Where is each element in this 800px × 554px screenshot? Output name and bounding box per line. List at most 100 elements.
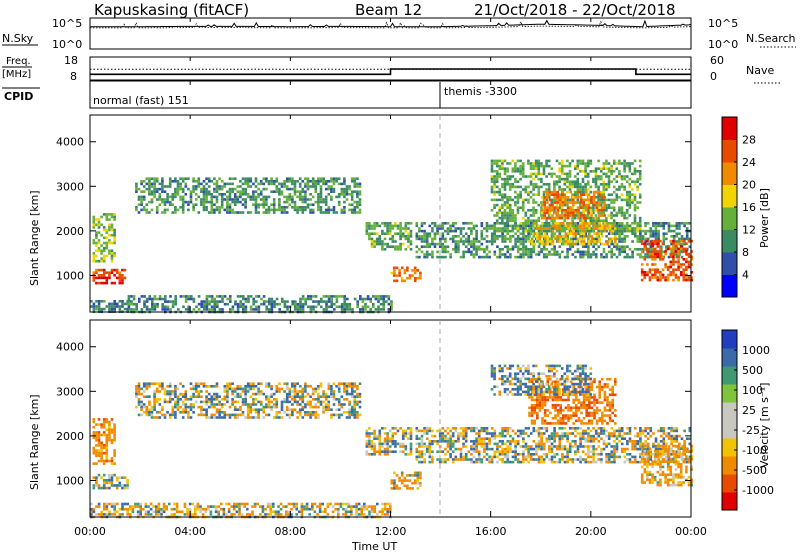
power-cells-cell xyxy=(639,253,642,256)
power-cells-cell xyxy=(498,167,502,170)
power-cells-cell xyxy=(508,175,512,178)
power-cells-cell xyxy=(470,240,473,243)
power-cells-cell xyxy=(381,229,384,233)
power-cells-cell xyxy=(382,297,385,301)
power-cells-cell xyxy=(564,235,568,238)
vel-cells-cell xyxy=(102,481,106,485)
vel-cells-cell xyxy=(90,510,93,514)
power-cells-cell xyxy=(346,302,349,306)
power-cells-cell xyxy=(228,206,232,209)
power-cells-cell xyxy=(145,305,149,309)
power-cells-cell xyxy=(648,255,652,258)
power-cells-cell xyxy=(457,227,460,230)
power-cells-cell xyxy=(365,227,369,230)
power-cells-cell xyxy=(301,305,305,309)
power-cells-cell xyxy=(359,297,362,301)
power-cells-cell xyxy=(606,240,609,243)
vel-cells-cell xyxy=(92,507,96,511)
vel-cells-cell xyxy=(317,395,320,398)
power-cells-cell xyxy=(536,240,539,243)
vel-cells-cell xyxy=(342,502,345,506)
power-cells-cell xyxy=(562,242,565,246)
power-cells-cell xyxy=(501,164,504,168)
power-cells-cell xyxy=(586,180,590,183)
power-cells-cell xyxy=(202,185,206,188)
power-cells-cell xyxy=(547,164,551,168)
vel-cells-cell xyxy=(162,502,166,506)
vel-cells-cell xyxy=(231,387,234,391)
power-cells-cell xyxy=(674,273,678,277)
power-cells-cell xyxy=(275,190,279,193)
power-cells-cell xyxy=(493,237,497,241)
power-cells-cell xyxy=(361,297,365,301)
vel-cells-cell xyxy=(401,434,405,438)
power-cells-cell xyxy=(110,257,114,260)
vel-cells-cell xyxy=(207,398,211,401)
power-cells-cell xyxy=(373,240,376,243)
power-cells-cell xyxy=(210,203,214,206)
vel-cells-cell xyxy=(272,416,276,419)
power-cells-cell xyxy=(509,237,512,241)
power-cells-cell xyxy=(203,305,206,309)
power-cells-cell xyxy=(446,245,450,248)
power-cells-cell xyxy=(540,206,543,209)
power-cells-cell xyxy=(498,235,502,238)
power-cells-cell xyxy=(387,302,391,306)
vel-cells-cell xyxy=(126,513,129,516)
power-cells-cell xyxy=(563,229,567,233)
vel-cells-cell xyxy=(113,425,116,429)
power-cells-cell xyxy=(564,201,567,204)
power-cells-cell xyxy=(299,308,302,311)
power-cells-cell xyxy=(312,305,315,309)
vel-cells-cell xyxy=(311,411,315,414)
power-cells-cell xyxy=(554,224,557,228)
vel-cells-cell xyxy=(278,387,281,391)
power-cells-cell xyxy=(304,193,307,196)
power-cells-cell xyxy=(569,232,573,235)
vel-cells-cell xyxy=(207,405,211,409)
power-cells-cell xyxy=(220,195,224,199)
power-cells-cell xyxy=(631,227,634,230)
power-cells-cell xyxy=(386,232,389,235)
power-cells-cell xyxy=(317,200,320,204)
power-cells-cell xyxy=(312,295,315,298)
power-cells-cell xyxy=(586,216,590,220)
power-cells-cell xyxy=(190,295,193,298)
vel-cells-cell xyxy=(233,507,236,511)
power-cells-cell xyxy=(221,295,224,298)
vel-cells-cell xyxy=(166,411,169,414)
power-cells-cell xyxy=(543,216,546,220)
power-cells-cell xyxy=(470,250,473,254)
vel-cells-cell xyxy=(300,507,304,511)
power-cells-cell xyxy=(433,224,437,228)
power-cells-cell xyxy=(586,209,590,212)
power-cells-cell xyxy=(356,190,359,193)
power-cells-cell xyxy=(582,227,586,230)
power-cells-cell xyxy=(415,224,419,228)
power-cells-cell xyxy=(176,180,180,183)
power-cells-cell xyxy=(189,190,193,193)
power-cells-cell xyxy=(561,190,565,194)
power-cells-cell xyxy=(548,253,551,256)
power-cells-cell xyxy=(590,235,594,238)
power-cells-cell xyxy=(485,222,489,225)
vel-cells-cell xyxy=(113,513,116,516)
vel-cells-cell xyxy=(241,413,245,417)
vel-cells-cell xyxy=(233,502,236,506)
power-cells-cell xyxy=(586,172,590,176)
power-cells-cell xyxy=(265,305,268,309)
power-cells-cell xyxy=(498,172,502,176)
power-cells-cell xyxy=(265,300,268,303)
vel-cells-cell xyxy=(174,392,177,396)
power-cells-cell xyxy=(508,198,512,202)
vel-cells-cell xyxy=(269,505,272,508)
power-cells-cell xyxy=(97,307,101,311)
power-cells-cell xyxy=(588,242,591,246)
power-cells-cell xyxy=(603,229,607,233)
power-cells-cell xyxy=(244,190,247,193)
power-cells-cell xyxy=(638,229,642,233)
power-cells-cell xyxy=(306,185,310,188)
power-cells-cell xyxy=(356,193,359,196)
power-cells-cell xyxy=(213,300,216,303)
vel-cells-cell xyxy=(142,385,146,388)
